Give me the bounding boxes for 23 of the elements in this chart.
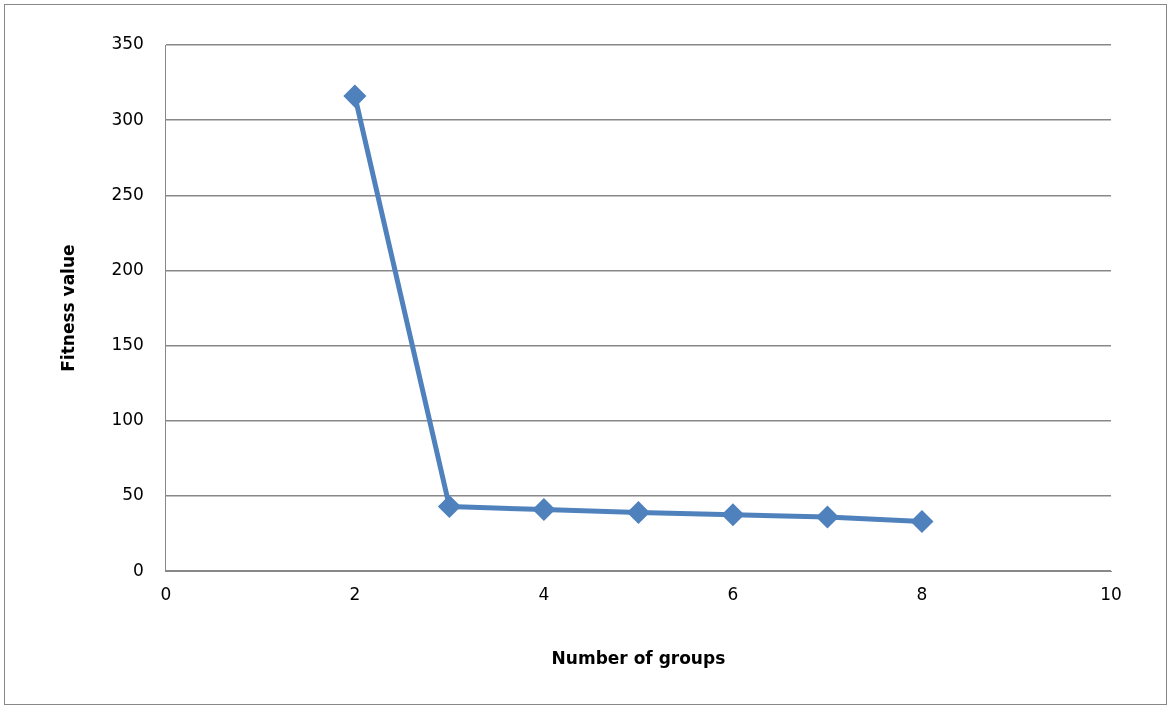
point [722, 504, 744, 526]
y-tick-label: 350 [111, 33, 144, 54]
x-tick-label: 6 [727, 583, 739, 604]
y-tick-label: 250 [111, 183, 144, 204]
point [911, 511, 933, 533]
y-tick-label: 300 [111, 108, 144, 129]
y-tick-label: 50 [122, 484, 144, 505]
x-tick-label: 10 [1100, 583, 1122, 604]
x-axis-title: Number of groups [551, 648, 726, 669]
y-tick-label: 150 [111, 334, 144, 355]
x-tick-label: 0 [160, 583, 172, 604]
point [816, 506, 838, 528]
y-tick-label: 200 [111, 258, 144, 279]
point [533, 499, 555, 521]
y-axis-title: Fitness value [57, 244, 78, 372]
point [344, 85, 366, 107]
point [627, 502, 649, 524]
x-tick-label: 4 [538, 583, 550, 604]
point [438, 496, 460, 518]
x-tick-label: 8 [916, 583, 928, 604]
y-tick-label: 0 [133, 559, 144, 580]
x-tick-label: 2 [349, 583, 361, 604]
y-tick-label: 100 [111, 409, 144, 430]
